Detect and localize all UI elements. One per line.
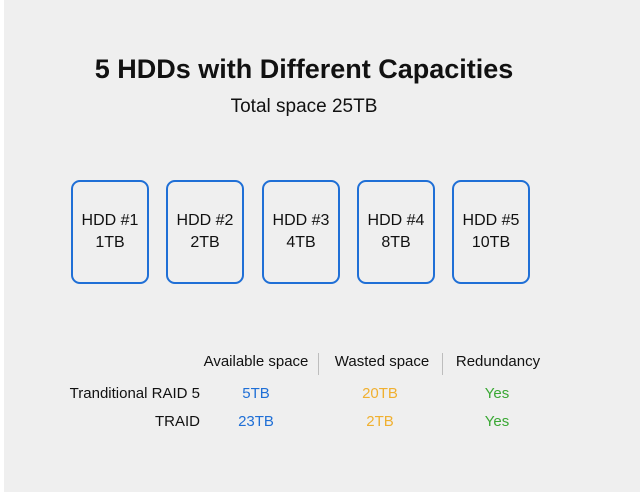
- diagram-subtitle: Total space 25TB: [230, 96, 378, 117]
- hdd-name: HDD #1: [81, 212, 139, 229]
- hdd-name: HDD #3: [272, 212, 330, 229]
- header-wasted-space: Wasted space: [334, 353, 430, 370]
- hdd-box-5: HDD #5 10TB: [452, 180, 530, 284]
- cell-wasted-traid: 2TB: [366, 413, 394, 430]
- row-label-raid5: Tranditional RAID 5: [69, 385, 200, 402]
- hdd-capacity: 1TB: [95, 234, 125, 251]
- cell-available-traid: 23TB: [238, 413, 274, 430]
- hdd-capacity: 8TB: [381, 234, 411, 251]
- header-divider: [442, 353, 443, 375]
- hdd-name: HDD #2: [176, 212, 234, 229]
- header-divider: [318, 353, 319, 375]
- hdd-name: HDD #4: [367, 212, 425, 229]
- cell-redundancy-traid: Yes: [484, 413, 510, 430]
- hdd-box-1: HDD #1 1TB: [71, 180, 149, 284]
- cell-redundancy-raid5: Yes: [484, 385, 510, 402]
- hdd-capacity: 4TB: [286, 234, 316, 251]
- hdd-capacity: 2TB: [190, 234, 220, 251]
- header-redundancy: Redundancy: [455, 353, 541, 370]
- hdd-box-3: HDD #3 4TB: [262, 180, 340, 284]
- hdd-box-4: HDD #4 8TB: [357, 180, 435, 284]
- header-available-space: Available space: [203, 353, 309, 370]
- row-label-traid: TRAID: [155, 413, 200, 430]
- cell-wasted-raid5: 20TB: [362, 385, 398, 402]
- cell-available-raid5: 5TB: [242, 385, 270, 402]
- hdd-capacity: 10TB: [471, 234, 511, 251]
- diagram-title: 5 HDDs with Different Capacities: [94, 54, 514, 84]
- diagram-panel: 5 HDDs with Different Capacities Total s…: [4, 0, 640, 492]
- hdd-box-2: HDD #2 2TB: [166, 180, 244, 284]
- hdd-name: HDD #5: [462, 212, 520, 229]
